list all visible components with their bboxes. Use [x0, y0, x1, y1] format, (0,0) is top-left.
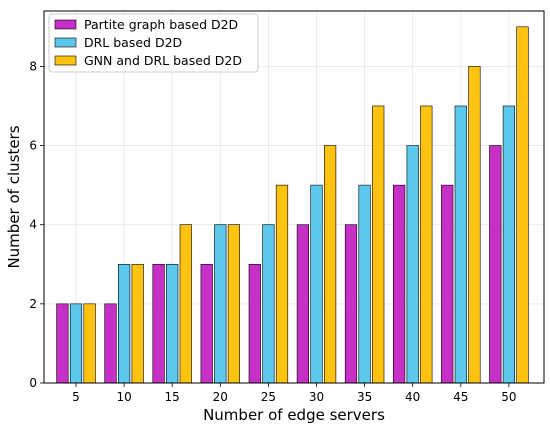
legend-swatch-gnn-drl	[54, 55, 77, 66]
x-axis-ticks: 5 10 15 20 25 30 35 40 45 50	[72, 383, 517, 404]
bar-series-1-35	[344, 224, 358, 384]
x-tick-label: 35	[357, 390, 372, 404]
bar-series-1-25	[248, 263, 261, 384]
legend-swatch-partite	[54, 19, 77, 30]
legend: Partite graph based D2D DRL based D2D GN…	[48, 13, 259, 73]
y-tick-label: 4	[29, 218, 37, 232]
bar-series-2-35	[358, 184, 371, 384]
x-tick-label: 45	[453, 390, 468, 404]
y-tick-label: 0	[29, 376, 37, 390]
bar-series-2-5	[69, 303, 83, 384]
x-axis-title: Number of edge servers	[203, 406, 385, 424]
bar-series-3-10	[131, 263, 144, 384]
x-tick-label: 40	[405, 390, 420, 404]
bar-series-3-15	[179, 224, 192, 384]
bar-series-2-15	[166, 263, 179, 384]
bar-series-3-35	[372, 105, 385, 384]
bar-series-1-30	[296, 224, 310, 384]
bar-series-3-30	[323, 145, 337, 384]
y-axis-ticks: 0 2 4 6 8	[29, 59, 44, 390]
legend-box	[48, 13, 259, 73]
bar-series-1-10	[104, 303, 117, 384]
y-tick-label: 2	[29, 297, 37, 311]
x-tick-label: 15	[165, 390, 180, 404]
x-tick-label: 5	[72, 390, 80, 404]
x-tick-label: 50	[501, 390, 516, 404]
bar-series-2-45	[454, 105, 467, 384]
x-tick-label: 10	[116, 390, 131, 404]
bar-series-1-50	[489, 145, 502, 384]
legend-label-drl: DRL based D2D	[84, 35, 182, 50]
y-tick-label: 6	[29, 139, 37, 153]
x-tick-label: 25	[261, 390, 276, 404]
bar-series-2-25	[262, 224, 275, 384]
bar-series-3-20	[227, 224, 241, 384]
bar-series-1-45	[441, 184, 454, 384]
bar-series-1-20	[200, 263, 213, 384]
bar-series-1-5	[56, 303, 69, 384]
legend-swatch-drl	[54, 37, 77, 48]
bar-series-2-50	[502, 105, 516, 384]
bar-series-2-20	[214, 224, 227, 384]
plot-frame	[43, 10, 545, 384]
bar-series-3-5	[83, 303, 96, 384]
x-tick-label: 30	[309, 390, 324, 404]
bar-series-3-45	[468, 66, 481, 384]
x-tick-label: 20	[213, 390, 228, 404]
bar-series-3-25	[275, 184, 289, 384]
bar-series-3-40	[420, 105, 433, 384]
bar-series-2-40	[406, 145, 419, 384]
bar-series-2-10	[118, 263, 131, 384]
y-axis-title: Number of clusters	[5, 125, 23, 268]
bar-series-1-15	[152, 263, 165, 384]
legend-label-gnn-drl: GNN and DRL based D2D	[84, 53, 242, 68]
y-tick-label: 8	[29, 59, 37, 73]
legend-label-partite: Partite graph based D2D	[84, 17, 238, 32]
bar-series-1-40	[392, 184, 406, 384]
bar-series-2-30	[310, 184, 323, 384]
bar-series-3-50	[516, 26, 529, 384]
